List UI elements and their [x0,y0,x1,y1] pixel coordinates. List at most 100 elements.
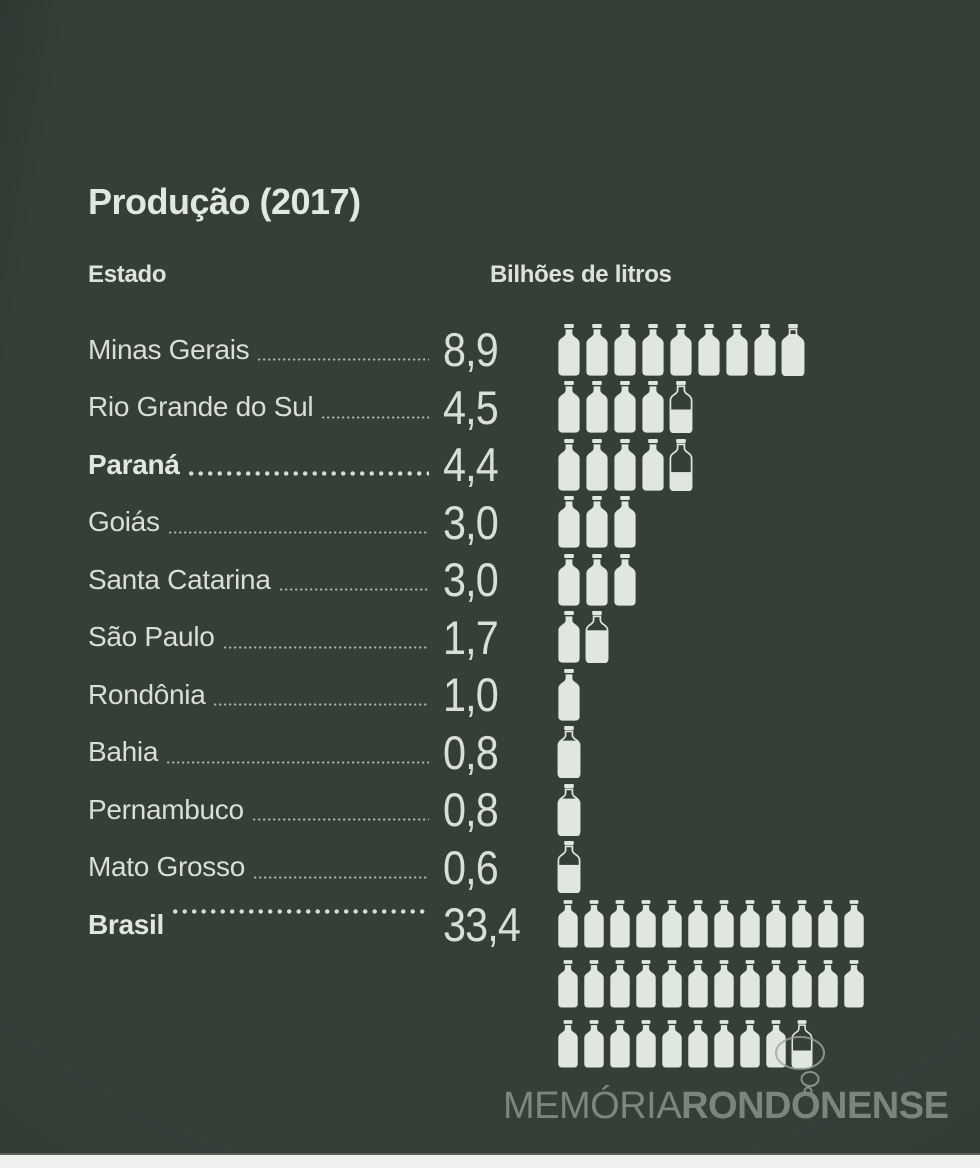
milk-bottle-icon [662,1019,682,1068]
milk-bottle-icon [726,323,748,376]
row-label-wrap: Rondônia [88,679,443,711]
row-label-wrap: Minas Gerais [88,334,443,366]
bottle-pictogram [557,897,871,1071]
milk-bottle-icon [558,899,578,948]
dotted-leader [252,818,429,822]
milk-bottle-icon [558,323,580,376]
milk-bottle-partial-icon [585,611,609,664]
milk-bottle-icon [558,438,580,491]
milk-bottle-icon [766,899,786,948]
bottle-pictogram [557,726,944,779]
milk-bottle-icon [642,323,664,376]
table-row: Goiás 3,0 [88,493,944,551]
milk-bottle-icon [714,959,734,1008]
milk-bottle-icon [614,496,636,548]
milk-bottle-icon [642,438,664,491]
milk-bottle-icon [586,553,608,606]
state-label: Mato Grosso [88,851,245,883]
row-label-wrap: Rio Grande do Sul [88,391,443,423]
dotted-leader [253,875,429,879]
milk-bottle-icon [698,323,720,376]
milk-bottle-icon [558,381,580,433]
production-value: 0,8 [443,725,499,779]
milk-bottle-icon [662,959,682,1008]
milk-bottle-partial-icon [557,841,581,894]
milk-bottle-icon [558,668,580,721]
watermark: MEMÓRIARONDONENSE [503,1085,949,1127]
bottle-pictogram [557,841,944,894]
production-value: 3,0 [443,553,499,607]
table-row: Rondônia 1,0 [88,666,944,724]
dotted-leader [188,471,429,477]
state-label: Rondônia [88,678,206,710]
table-row: Mato Grosso 0,6 [88,838,944,896]
dotted-leader [167,760,429,764]
milk-bottle-partial-icon [557,783,581,836]
state-label: Paraná [88,448,180,480]
content-area: Produção (2017) Estado Bilhões de litros… [88,0,944,1071]
row-label-wrap: Paraná [88,449,443,481]
bottle-pictogram [557,611,944,664]
milk-bottle-icon [558,1019,578,1068]
milk-bottle-icon [614,323,636,376]
milk-bottle-icon [558,959,578,1008]
milk-bottle-icon [636,899,656,948]
milk-bottle-icon [610,959,630,1008]
watermark-bold-text: RONDONENSE [681,1085,949,1127]
dotted-leader [279,588,429,592]
dotted-leader [214,703,429,707]
milk-bottle-partial-icon [669,438,693,491]
row-label-wrap: Pernambuco [88,794,443,826]
dotted-leader [168,530,429,534]
row-label-wrap: São Paulo [88,621,443,653]
production-table: Minas Gerais 8,9 Rio Grande do Sul 4,5 P… [88,321,944,1071]
milk-bottle-icon [662,899,682,948]
milk-bottle-icon [740,959,760,1008]
page-title: Produção (2017) [88,181,361,222]
state-label: Santa Catarina [88,563,271,595]
milk-bottle-icon [614,381,636,433]
table-row: Brasil 33,4 [88,897,944,1071]
milk-bottle-icon [584,1019,604,1068]
milk-bottle-icon [714,899,734,948]
milk-bottle-icon [670,323,692,376]
column-header-state: Estado [88,260,167,288]
milk-bottle-partial-icon [557,726,581,779]
state-label: Goiás [88,506,160,538]
row-label-wrap: Goiás [88,506,443,538]
state-label: Brasil [88,908,165,940]
milk-bottle-icon [688,959,708,1008]
milk-bottle-icon [584,899,604,948]
dotted-leader [223,645,429,649]
row-label-wrap: Brasil [88,897,443,953]
table-row: Paraná 4,4 [88,436,944,494]
milk-bottle-icon [818,899,838,948]
milk-bottle-icon [740,899,760,948]
watermark-light-text: MEMÓRIA [503,1085,682,1127]
bottle-pictogram [557,668,944,721]
table-row: Santa Catarina 3,0 [88,551,944,609]
production-value: 1,7 [443,610,499,664]
milk-bottle-icon [766,1019,786,1068]
production-value: 0,6 [443,840,499,894]
milk-bottle-icon [614,553,636,606]
bottle-pictogram [557,381,944,434]
table-row: Bahia 0,8 [88,723,944,781]
row-label-wrap: Santa Catarina [88,564,443,596]
milk-bottle-icon [610,1019,630,1068]
bottle-pictogram [557,438,944,491]
bottle-pictogram [557,323,944,376]
milk-bottle-icon [636,959,656,1008]
dotted-leader [173,909,429,915]
milk-bottle-icon [766,959,786,1008]
production-value: 4,4 [443,438,499,492]
milk-bottle-icon [792,899,812,948]
milk-bottle-icon [558,553,580,606]
column-headers: Estado Bilhões de litros [88,261,944,289]
production-value: 3,0 [443,495,499,549]
milk-bottle-partial-icon [781,323,805,376]
bottle-pictogram [557,496,944,548]
milk-bottle-icon [586,323,608,376]
milk-bottle-icon [636,1019,656,1068]
